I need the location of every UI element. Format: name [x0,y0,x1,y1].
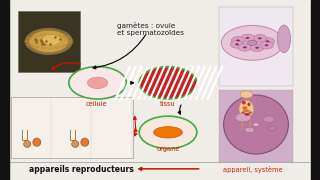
Circle shape [221,25,283,60]
Circle shape [255,47,259,49]
Circle shape [230,40,244,48]
Text: appareil, système: appareil, système [223,166,283,173]
Circle shape [240,91,253,98]
Bar [219,7,293,86]
Circle shape [139,67,197,99]
Ellipse shape [72,141,79,147]
Circle shape [236,39,240,42]
Circle shape [250,44,264,51]
Circle shape [253,35,267,42]
Ellipse shape [33,138,41,146]
Text: organe: organe [156,145,180,152]
Circle shape [268,126,276,130]
Circle shape [238,44,252,51]
Ellipse shape [249,111,252,114]
Circle shape [246,37,249,39]
Ellipse shape [242,111,245,114]
Ellipse shape [247,103,251,106]
Circle shape [25,28,73,55]
Text: appareils reproducteurs: appareils reproducteurs [29,165,134,174]
Ellipse shape [224,95,288,154]
Bar [0,0,9,180]
Circle shape [88,77,108,89]
Circle shape [248,40,257,45]
Ellipse shape [243,109,250,112]
Ellipse shape [81,138,89,146]
Circle shape [245,127,254,133]
Bar [11,97,133,158]
Circle shape [241,34,254,42]
Ellipse shape [244,113,250,116]
Circle shape [263,116,275,122]
Ellipse shape [242,101,246,105]
Bar [18,11,80,72]
Text: gamètes : ovule
et spermatozoïdes: gamètes : ovule et spermatozoïdes [117,22,184,36]
Circle shape [231,37,245,44]
Circle shape [69,67,126,99]
Circle shape [42,35,60,45]
Ellipse shape [154,127,182,138]
Circle shape [261,37,275,45]
Ellipse shape [277,25,291,53]
Circle shape [253,123,259,126]
Circle shape [258,37,262,39]
Circle shape [243,46,247,48]
Circle shape [139,116,197,148]
Text: tissu: tissu [160,100,176,107]
Circle shape [265,44,268,46]
Circle shape [235,43,239,45]
Bar [311,0,320,180]
Ellipse shape [24,141,31,147]
Circle shape [235,113,251,122]
Ellipse shape [242,106,247,110]
Circle shape [260,41,273,49]
Circle shape [266,40,269,42]
Ellipse shape [239,100,254,118]
Text: cellule: cellule [85,100,107,107]
Bar [219,90,293,162]
Circle shape [29,30,69,53]
